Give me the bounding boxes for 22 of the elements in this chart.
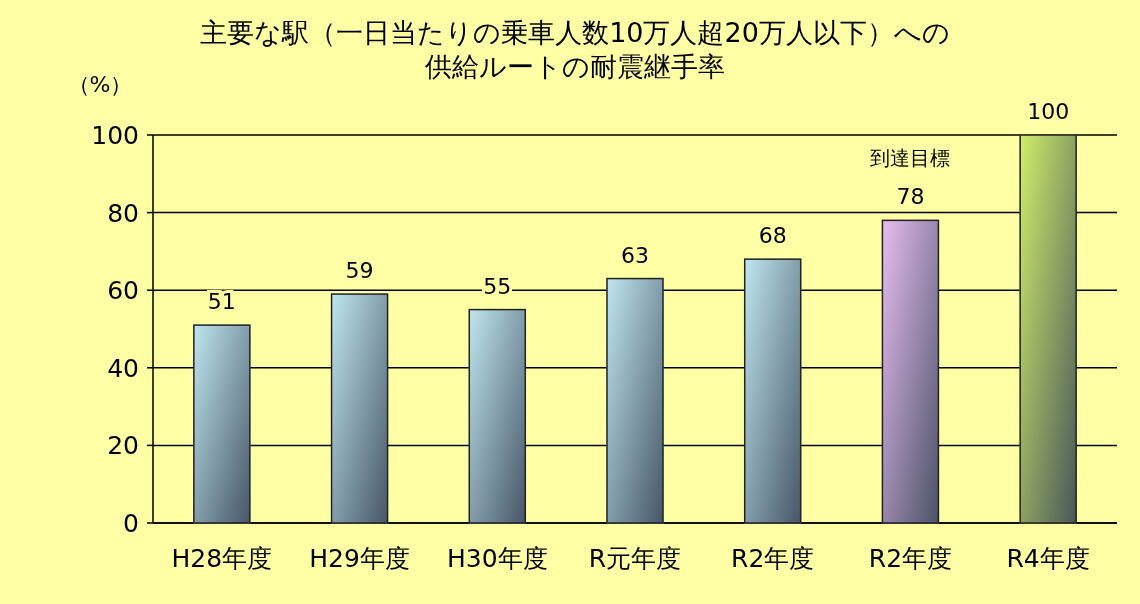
x-tick-label: R4年度 xyxy=(1006,544,1090,573)
data-label: 51 xyxy=(207,289,236,315)
data-label: 59 xyxy=(345,258,374,284)
data-label: 100 xyxy=(1027,99,1070,124)
y-tick-label: 60 xyxy=(107,276,139,306)
data-label: 78 xyxy=(896,184,925,210)
x-tick-label: R2年度 xyxy=(731,544,815,573)
y-tick-label: 80 xyxy=(107,198,139,228)
y-tick-label: 40 xyxy=(107,353,139,383)
data-label: 68 xyxy=(758,223,787,249)
chart-title: 主要な駅（一日当たりの乗車人数10万人超20万人以下）への供給ルートの耐震継手率 xyxy=(200,17,950,82)
x-tick-label: R2年度 xyxy=(868,544,953,573)
x-tick-label: R元年度 xyxy=(588,544,682,573)
x-tick-label: H30年度 xyxy=(446,544,548,573)
x-tick-label: H29年度 xyxy=(309,544,410,573)
data-label: 63 xyxy=(621,242,649,268)
annotation: 到達目標 xyxy=(870,146,951,170)
y-axis-title: （%） xyxy=(67,72,133,97)
y-tick-label: 100 xyxy=(91,121,139,150)
x-tick-label: H28年度 xyxy=(171,544,273,573)
y-tick-label: 20 xyxy=(107,431,139,461)
y-tick-label: 0 xyxy=(123,509,139,538)
